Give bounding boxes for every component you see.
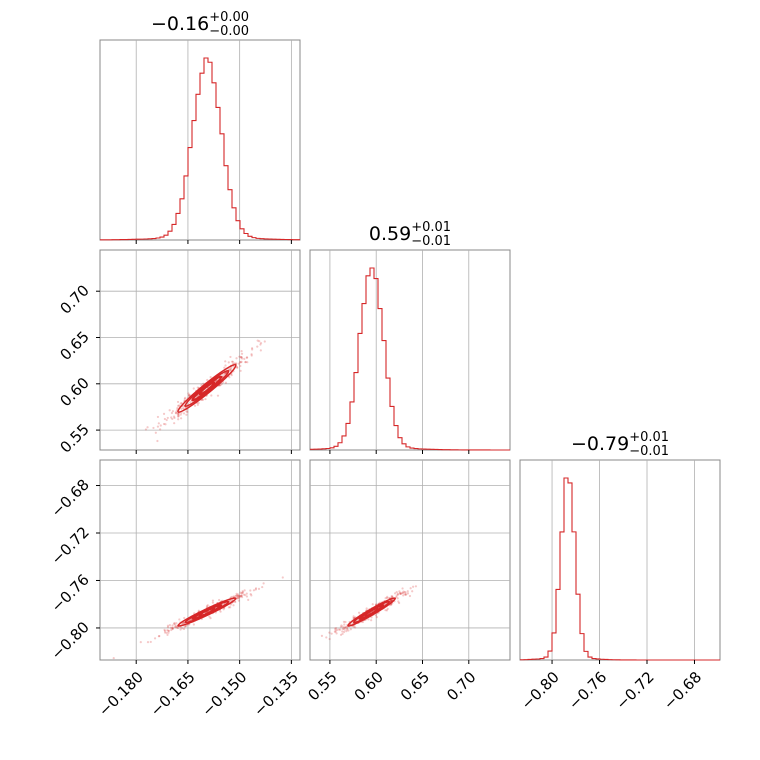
y-tick-label: 0.55	[56, 420, 92, 456]
contour-3	[177, 597, 237, 627]
x-tick-label: 0.55	[304, 668, 340, 704]
y-tick-label: −0.76	[48, 571, 93, 616]
histogram-line-1	[310, 267, 510, 451]
x-tick-label: 0.65	[397, 668, 433, 704]
scatter-panel-0-1	[99, 249, 301, 451]
panel-title-lower-0: −0.00	[209, 24, 249, 39]
y-tick-label: −0.68	[48, 476, 93, 521]
scatter-panel-1-2	[309, 459, 511, 661]
panel-title-2: −0.79+0.01	[571, 430, 669, 455]
x-tick-label: 0.60	[351, 668, 387, 704]
y-tick-label: 0.65	[56, 328, 92, 364]
x-tick-label: −0.72	[613, 668, 658, 713]
y-tick-label: 0.70	[56, 281, 92, 317]
x-tick-label: −0.80	[518, 668, 563, 713]
scatter-panel-0-2	[99, 459, 301, 661]
contour-1	[191, 375, 223, 402]
contour-2	[184, 369, 230, 407]
y-tick-label: −0.80	[48, 618, 93, 663]
contour-3	[177, 363, 237, 413]
panel-title-lower-2: −0.01	[629, 444, 669, 459]
panel-title-0: −0.16+0.00	[151, 10, 249, 35]
contour-3	[347, 597, 397, 627]
hist-panel-1	[309, 249, 511, 451]
hist-panel-0	[99, 39, 301, 241]
x-tick-label: 0.70	[443, 668, 479, 704]
x-tick-label: −0.76	[565, 668, 610, 713]
panel-title-1: 0.59+0.01	[369, 220, 451, 245]
hist-panel-2	[519, 459, 721, 661]
histogram-line-0	[100, 57, 300, 241]
x-tick-label: −0.135	[250, 668, 302, 720]
x-tick-label: −0.180	[95, 668, 147, 720]
x-tick-label: −0.68	[660, 668, 705, 713]
panel-title-lower-1: −0.01	[411, 234, 451, 249]
y-tick-label: 0.60	[56, 374, 92, 410]
y-tick-label: −0.72	[48, 523, 93, 568]
histogram-line-2	[520, 477, 720, 661]
x-tick-label: −0.165	[147, 668, 199, 720]
contour-2	[184, 600, 230, 624]
x-tick-label: −0.150	[198, 668, 250, 720]
contour-1	[191, 604, 223, 621]
